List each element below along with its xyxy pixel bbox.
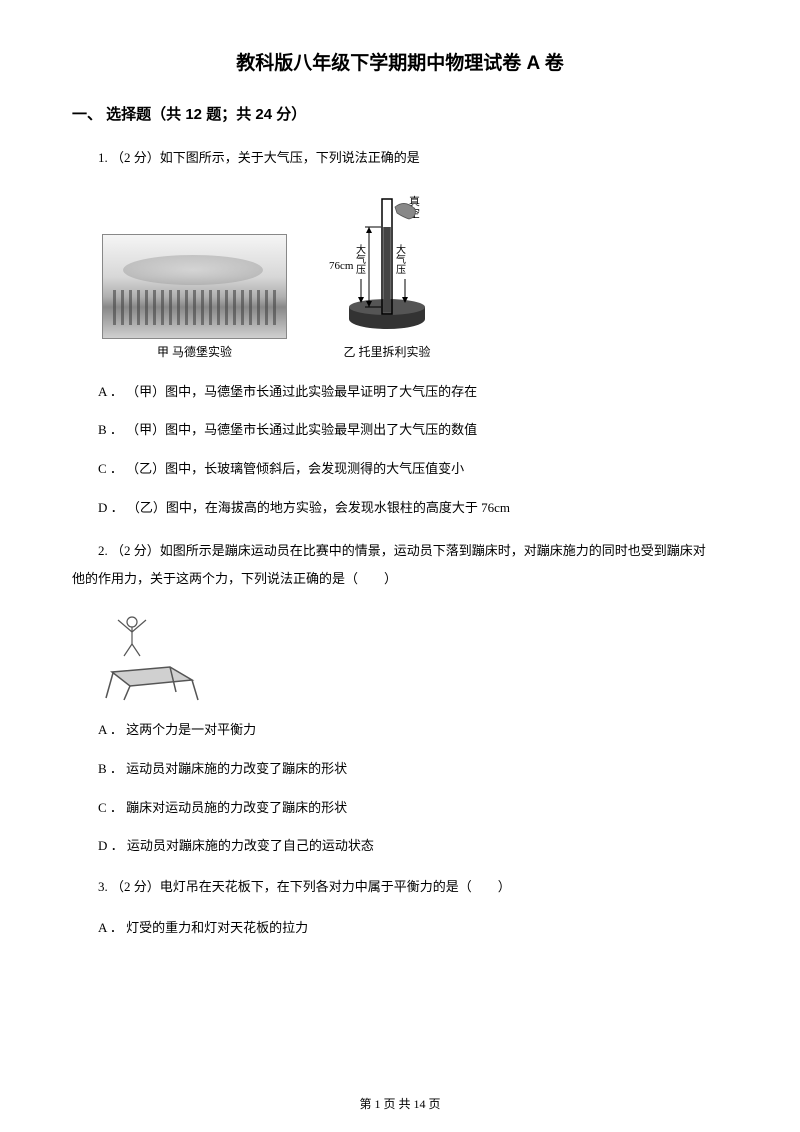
q2-option-c[interactable]: C ． 蹦床对运动员施的力改变了蹦床的形状 bbox=[72, 798, 728, 819]
q3-stem: 3. （2 分）电灯吊在天花板下，在下列各对力中属于平衡力的是（ ） bbox=[72, 875, 728, 900]
q1-option-d[interactable]: D ． （乙）图中，在海拔高的地方实验，会发现水银柱的高度大于 76cm bbox=[72, 498, 728, 519]
trampoline-diagram bbox=[100, 612, 200, 702]
q1-figures: 甲 马德堡实验 真 空 76cm 大气压 大气压 bbox=[102, 189, 728, 360]
section-header: 一、 选择题（共 12 题；共 24 分） bbox=[72, 103, 728, 124]
q1-option-a[interactable]: A ． （甲）图中，马德堡市长通过此实验最早证明了大气压的存在 bbox=[72, 382, 728, 403]
svg-text:大气压: 大气压 bbox=[394, 242, 406, 274]
torricelli-diagram: 真 空 76cm 大气压 大气压 bbox=[327, 189, 447, 339]
q2-option-d[interactable]: D ． 运动员对蹦床施的力改变了自己的运动状态 bbox=[72, 836, 728, 857]
q1-fig2-caption: 乙 托里拆利实验 bbox=[327, 343, 447, 360]
magdeburg-image bbox=[102, 234, 287, 339]
q2-option-a[interactable]: A ． 这两个力是一对平衡力 bbox=[72, 720, 728, 741]
q2-stem: 2. （2 分）如图所示是蹦床运动员在比赛中的情景，运动员下落到蹦床时，对蹦床施… bbox=[72, 537, 728, 594]
q1-fig1-caption: 甲 马德堡实验 bbox=[102, 343, 287, 360]
q3-option-a[interactable]: A ． 灯受的重力和灯对天花板的拉力 bbox=[72, 918, 728, 939]
q2-figure bbox=[100, 612, 200, 702]
q2-option-b[interactable]: B ． 运动员对蹦床施的力改变了蹦床的形状 bbox=[72, 759, 728, 780]
label-76cm: 76cm bbox=[329, 260, 354, 272]
q1-option-b[interactable]: B ． （甲）图中，马德堡市长通过此实验最早测出了大气压的数值 bbox=[72, 420, 728, 441]
svg-text:大气压: 大气压 bbox=[354, 242, 366, 274]
q1-option-c[interactable]: C ． （乙）图中，长玻璃管倾斜后，会发现测得的大气压值变小 bbox=[72, 459, 728, 480]
q2-stem-line1: 2. （2 分）如图所示是蹦床运动员在比赛中的情景，运动员下落到蹦床时，对蹦床施… bbox=[72, 537, 728, 566]
q2-stem-line2: 他的作用力，关于这两个力，下列说法正确的是（ ） bbox=[72, 565, 728, 594]
q1-stem: 1. （2 分）如下图所示，关于大气压，下列说法正确的是 bbox=[72, 146, 728, 171]
page-title: 教科版八年级下学期期中物理试卷 A 卷 bbox=[72, 48, 728, 75]
q1-figure-yi: 真 空 76cm 大气压 大气压 乙 托里拆利实验 bbox=[327, 189, 447, 360]
page-footer: 第 1 页 共 14 页 bbox=[0, 1095, 800, 1112]
q1-figure-jia: 甲 马德堡实验 bbox=[102, 234, 287, 360]
